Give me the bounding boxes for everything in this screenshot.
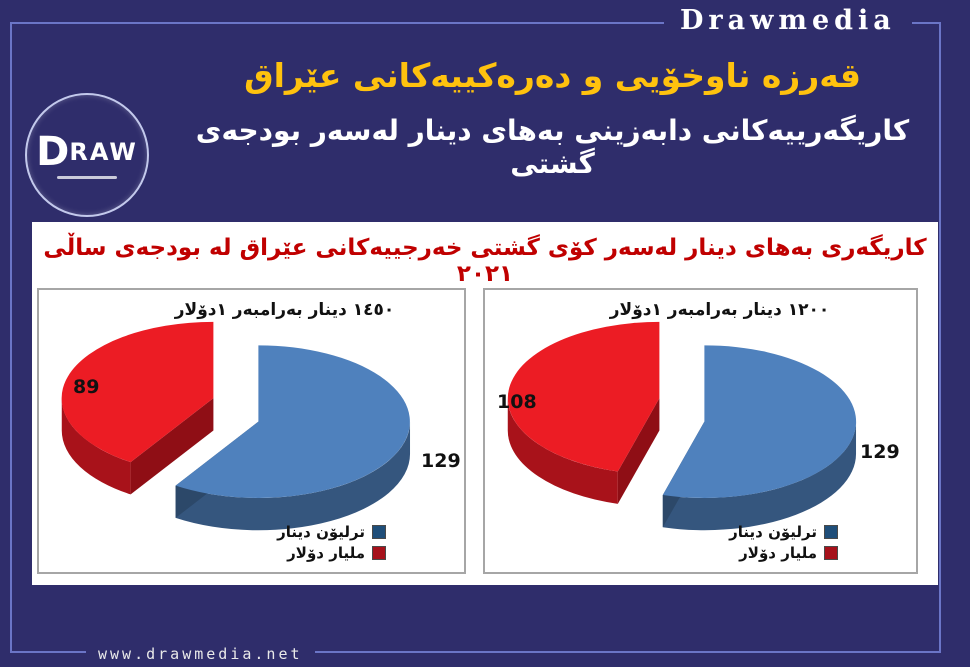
legend-label-dollar: ملیار دۆلار bbox=[739, 544, 817, 562]
logo-ring-icon: D RAW bbox=[25, 93, 149, 217]
legend-label-dollar: ملیار دۆلار bbox=[287, 544, 365, 562]
header-titles: قەرزە ناوخۆیی و دەرەکییەکانی عێراق کاریگ… bbox=[150, 55, 955, 180]
panel-title: کاریگەری بەهای دینار لەسەر کۆی گشتی خەرج… bbox=[43, 235, 927, 287]
main-title: قەرزە ناوخۆیی و دەرەکییەکانی عێراق bbox=[244, 56, 861, 95]
poster-frame bbox=[10, 22, 941, 653]
chart-card-1450: ١٤٥٠ دینار بەرامبەر ١دۆلار 89 129 ت bbox=[37, 288, 466, 574]
legend-swatch-dinar bbox=[372, 525, 386, 539]
legend-swatch-dollar bbox=[372, 546, 386, 560]
value-label-dinar: 129 bbox=[860, 441, 900, 463]
legend-item-dinar: ترلیۆن دینار bbox=[729, 523, 838, 541]
legend-item-dollar: ملیار دۆلار bbox=[287, 544, 386, 562]
logo-text: D RAW bbox=[36, 132, 138, 172]
legend-item-dinar: ترلیۆن دینار bbox=[277, 523, 386, 541]
logo-letter-d: D bbox=[36, 128, 70, 175]
chart-card-1200: ١٢٠٠ دینار بەرامبەر ١دۆلار 108 129 bbox=[483, 288, 918, 574]
legend: ترلیۆن دینار ملیار دۆلار bbox=[277, 523, 386, 562]
pie-slice-dinar bbox=[662, 345, 857, 531]
legend-label-dinar: ترلیۆن دینار bbox=[729, 523, 817, 541]
chart-title-1200: ١٢٠٠ دینار بەرامبەر ١دۆلار bbox=[609, 300, 830, 320]
pie-chart-1450 bbox=[61, 321, 411, 531]
pie-chart-1200 bbox=[507, 321, 857, 531]
logo-letters-raw: RAW bbox=[69, 137, 138, 166]
website-url: www.drawmedia.net bbox=[86, 645, 315, 663]
chart-title-1450: ١٤٥٠ دینار بەرامبەر ١دۆلار bbox=[174, 300, 395, 320]
value-label-dollar: 108 bbox=[497, 391, 537, 413]
value-label-dollar: 89 bbox=[73, 376, 100, 398]
legend-item-dollar: ملیار دۆلار bbox=[739, 544, 838, 562]
legend-label-dinar: ترلیۆن دینار bbox=[277, 523, 365, 541]
subtitle: کاریگەرییەکانی دابەزینی بەهای دینار لەسە… bbox=[195, 113, 910, 180]
value-label-dinar: 129 bbox=[421, 450, 461, 472]
legend-swatch-dollar bbox=[824, 546, 838, 560]
logo-tagline-line bbox=[57, 175, 117, 179]
charts-panel: کاریگەری بەهای دینار لەسەر کۆی گشتی خەرج… bbox=[32, 222, 938, 585]
drawmedia-wordmark: Drawmedia bbox=[664, 5, 912, 36]
legend-swatch-dinar bbox=[824, 525, 838, 539]
draw-logo: D RAW bbox=[22, 90, 152, 220]
pie-slice-dinar bbox=[175, 345, 411, 531]
pie-slice-dollar bbox=[61, 321, 214, 495]
pie-slice-dollar bbox=[507, 321, 660, 504]
legend: ترلیۆن دینار ملیار دۆلار bbox=[729, 523, 838, 562]
